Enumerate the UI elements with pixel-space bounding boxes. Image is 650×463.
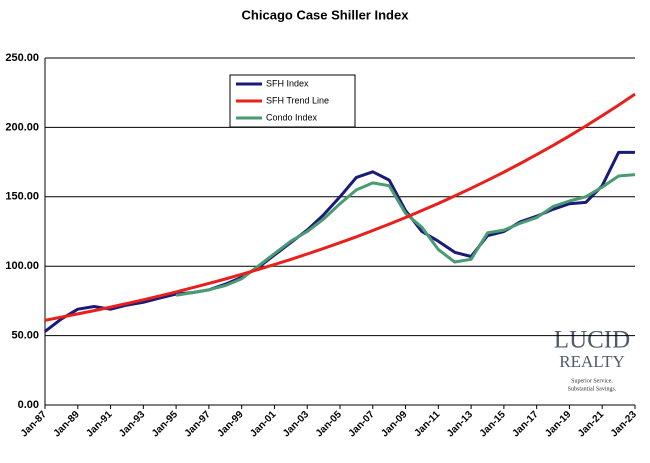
x-tick-label: Jan-91 (84, 409, 114, 439)
x-tick-label: Jan-93 (117, 409, 147, 439)
x-tick-label: Jan-13 (445, 409, 475, 439)
chart-title: Chicago Case Shiller Index (242, 7, 410, 22)
y-tick-label: 50.00 (11, 330, 39, 342)
x-tick-label: Jan-87 (19, 409, 49, 439)
x-tick-label: Jan-05 (314, 409, 344, 439)
legend-label: SFH Trend Line (266, 95, 329, 105)
x-tick-label: Jan-17 (510, 409, 540, 439)
x-tick-label: Jan-15 (478, 409, 508, 439)
logo-sub: REALTY (559, 352, 625, 371)
series-line (175, 173, 636, 297)
x-tick-label: Jan-19 (543, 409, 573, 439)
x-tick-label: Jan-01 (248, 409, 278, 439)
y-tick-label: 100.00 (5, 260, 39, 272)
x-tick-label: Jan-07 (347, 409, 377, 439)
logo-tagline: Superior Service. (571, 378, 613, 384)
legend-label: SFH Index (266, 78, 309, 88)
y-tick-label: 200.00 (5, 121, 39, 133)
logo-name: LUCID (554, 327, 630, 354)
x-tick-label: Jan-99 (215, 409, 245, 439)
x-tick-label: Jan-09 (379, 409, 409, 439)
x-tick-label: Jan-11 (413, 409, 443, 439)
x-tick-label: Jan-95 (150, 409, 180, 439)
y-tick-label: 0.00 (18, 399, 39, 411)
x-tick-label: Jan-21 (576, 409, 606, 439)
logo-tagline: Substantial Savings. (568, 386, 617, 392)
x-tick-label: Jan-23 (609, 409, 639, 439)
x-tick-label: Jan-03 (281, 409, 311, 439)
x-tick-label: Jan-89 (52, 409, 82, 439)
legend-label: Condo Index (266, 112, 318, 122)
y-tick-label: 250.00 (5, 52, 39, 64)
x-tick-label: Jan-97 (183, 409, 213, 439)
y-tick-label: 150.00 (5, 191, 39, 203)
series-line (44, 92, 636, 322)
